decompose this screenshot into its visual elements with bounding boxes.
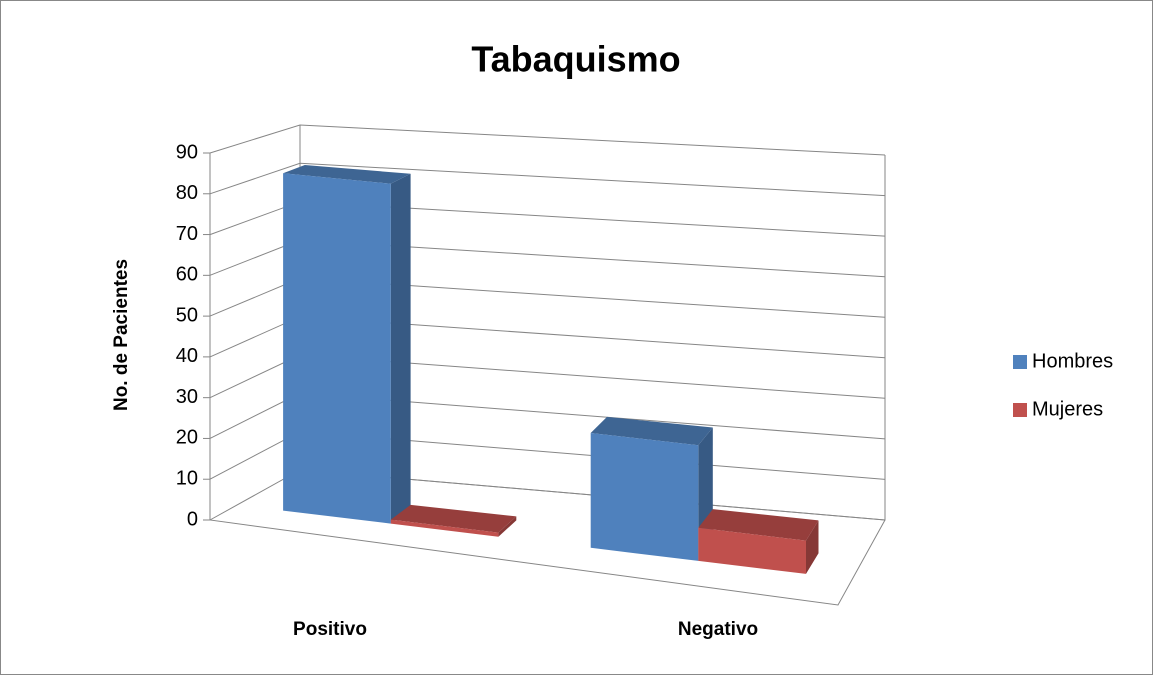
- bar-top: [283, 165, 411, 184]
- y-axis-title: No. de Pacientes: [111, 259, 132, 411]
- legend-label: Mujeres: [1032, 398, 1103, 420]
- y-tick-label: 80: [176, 182, 198, 204]
- legend-swatch: [1013, 355, 1027, 369]
- x-tick-label: Negativo: [678, 619, 758, 640]
- y-tick-label: 10: [176, 468, 198, 490]
- x-tick-label: Positivo: [293, 619, 367, 640]
- bar-front: [590, 433, 699, 561]
- bar-side: [390, 173, 411, 524]
- y-tick-label: 50: [176, 304, 198, 326]
- bar: [283, 165, 411, 524]
- legend-swatch: [1013, 403, 1027, 417]
- bar: [390, 504, 517, 537]
- bar-side: [498, 516, 517, 537]
- bar-front: [698, 527, 806, 574]
- legend-label: Hombres: [1032, 350, 1113, 372]
- bar-top: [390, 504, 517, 533]
- y-tick-label: 20: [176, 427, 198, 449]
- bar-side: [806, 520, 819, 574]
- y-tick-label: 90: [176, 141, 198, 163]
- bar-front: [390, 519, 499, 537]
- bar: [698, 509, 819, 574]
- wall-edge: [209, 153, 886, 606]
- y-tick-label: 30: [176, 386, 198, 408]
- y-tick-label: 0: [187, 508, 198, 530]
- chart-title: Tabaquismo: [471, 39, 680, 80]
- bar: [590, 416, 713, 561]
- bar-top: [698, 509, 819, 541]
- y-tick-label: 40: [176, 345, 198, 367]
- y-tick-label: 70: [176, 223, 198, 245]
- bar-front: [283, 173, 391, 524]
- bar-top: [590, 416, 713, 446]
- y-tick-label: 60: [176, 264, 198, 286]
